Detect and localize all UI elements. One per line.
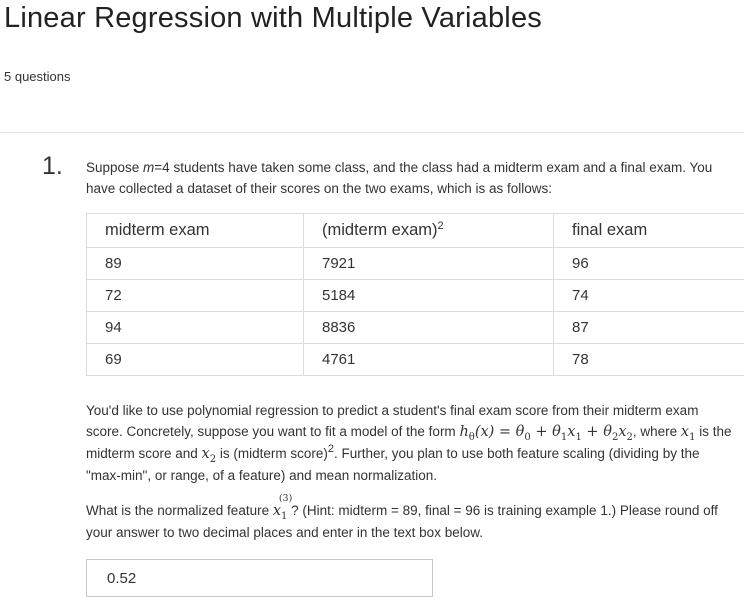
question-paragraph: What is the normalized feature x1 (3) ? (…: [86, 493, 736, 543]
table-header-row: midterm exam (midterm exam)2 final exam: [86, 213, 744, 248]
table-cell: 8836: [303, 311, 554, 344]
intro-text-a: Suppose: [86, 160, 144, 175]
header-midterm: midterm exam: [86, 213, 304, 248]
question-number: 1.: [42, 152, 63, 180]
quiz-title: Linear Regression with Multiple Variable…: [4, 2, 542, 34]
table-cell: 69: [86, 343, 304, 376]
table-cell: 7921: [303, 247, 554, 280]
question-count: 5 questions: [4, 69, 71, 84]
table-cell: 89: [86, 247, 304, 280]
para1-text-c: is the midterm score and: [86, 424, 732, 461]
table-row: 72 5184 74: [86, 279, 744, 312]
divider: [0, 132, 744, 133]
model-formula: hθ(x) = θ0 + θ1x1 + θ2x2: [459, 424, 633, 443]
scores-table: midterm exam (midterm exam)2 final exam …: [86, 213, 744, 376]
model-paragraph: You'd like to use polynomial regression …: [86, 400, 736, 486]
table-cell: 72: [86, 279, 304, 312]
table-cell: 5184: [303, 279, 554, 312]
table-row: 94 8836 87: [86, 311, 744, 344]
para1-text-a: You'd like to use polynomial regression …: [86, 403, 699, 439]
header-midterm-squared-label: (midterm exam): [322, 221, 438, 239]
question-intro: Suppose m=4 students have taken some cla…: [86, 157, 736, 199]
intro-m: m: [143, 160, 155, 175]
table-cell: 74: [553, 279, 744, 312]
table-row: 89 7921 96: [86, 247, 744, 280]
table-cell: 96: [553, 247, 744, 280]
para1-text-d: is (midterm score): [216, 446, 328, 461]
table-cell: 87: [553, 311, 744, 344]
para2-text-b: ? (Hint: midterm = 89, final = 96 is tra…: [86, 503, 718, 540]
header-final: final exam: [553, 213, 744, 248]
para1-text-e: . Further, you plan to use both feature …: [86, 446, 700, 483]
x1-symbol: x1: [680, 424, 696, 443]
para2-text-a: What is the normalized feature: [86, 503, 273, 518]
header-midterm-squared: (midterm exam)2: [303, 213, 554, 248]
para1-text-b: , where: [632, 424, 681, 439]
header-superscript: 2: [437, 220, 444, 232]
table-cell: 78: [553, 343, 744, 376]
table-cell: 4761: [303, 343, 554, 376]
table-cell: 94: [86, 311, 304, 344]
x2-symbol: x2: [201, 446, 217, 465]
intro-text-b: =4 students have taken some class, and t…: [86, 160, 713, 196]
table-row: 69 4761 78: [86, 343, 744, 376]
para1-superscript: 2: [327, 443, 334, 455]
feature-symbol: x1 (3): [272, 493, 293, 522]
answer-input[interactable]: [86, 559, 433, 597]
